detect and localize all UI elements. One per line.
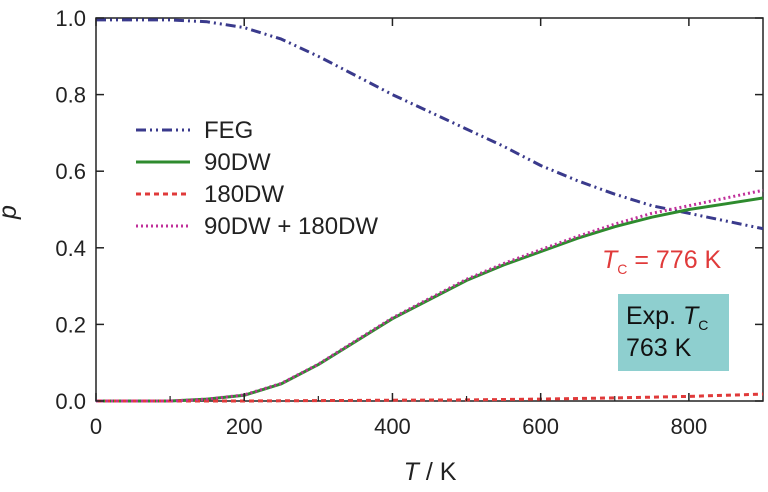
legend-label-feg: FEG	[204, 117, 253, 144]
x-tick-label: 0	[90, 414, 102, 439]
legend-item-sum: 90DW + 180DW	[136, 213, 378, 240]
ticks-layer: 0 200 400 600 800 0.0 0.2 0.4 0.6 0.8 1.0	[55, 6, 763, 439]
exp-tc-box: Exp. TC 763 K	[618, 294, 729, 371]
series-layer	[96, 18, 764, 403]
x-axis-label: T / K	[404, 458, 457, 486]
y-tick-label: 0.6	[55, 159, 86, 184]
legend-label-sum: 90DW + 180DW	[204, 213, 378, 240]
y-tick-label: 0.8	[55, 83, 86, 108]
y-tick-label: 0.4	[55, 236, 86, 261]
legend: FEG 90DW 180DW 90DW + 180DW	[136, 117, 378, 240]
y-tick-label: 0.0	[55, 389, 86, 414]
legend-item-90dw: 90DW	[136, 149, 271, 176]
x-tick-label: 800	[671, 414, 708, 439]
y-tick-label: 1.0	[55, 6, 86, 31]
legend-item-180dw: 180DW	[136, 181, 284, 208]
x-tick-label: 600	[522, 414, 559, 439]
x-tick-label: 400	[374, 414, 411, 439]
exp-tc-line2: 763 K	[626, 334, 692, 362]
legend-label-180dw: 180DW	[204, 181, 284, 208]
legend-label-90dw: 90DW	[204, 149, 271, 176]
series-line-180dw	[96, 392, 764, 403]
exp-tc-box-background	[618, 294, 729, 371]
x-tick-label: 200	[226, 414, 263, 439]
legend-item-feg: FEG	[136, 117, 253, 144]
exp-tc-line1: Exp. TC	[626, 302, 708, 333]
series-line-feg	[96, 18, 764, 231]
y-tick-label: 0.2	[55, 312, 86, 337]
y-axis-label: p	[0, 205, 22, 220]
tc-annotation: TC = 776 K	[602, 246, 722, 277]
series-line-90dw	[96, 196, 764, 403]
